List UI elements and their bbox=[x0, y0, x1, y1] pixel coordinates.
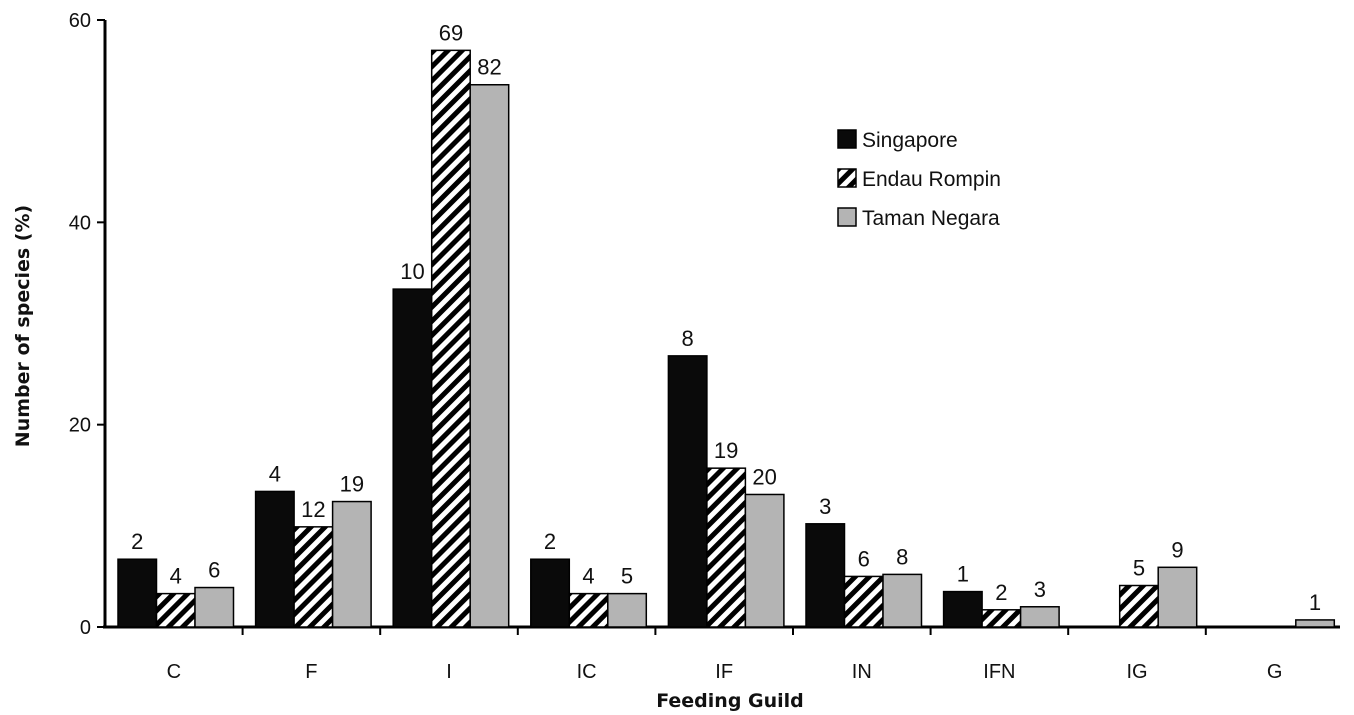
bar-taman-negara-g bbox=[1296, 620, 1335, 627]
data-label-singapore-c: 2 bbox=[131, 529, 143, 554]
bar-taman-negara-ig bbox=[1158, 567, 1197, 627]
bar-taman-negara-if bbox=[745, 494, 784, 627]
x-tick-label: IC bbox=[577, 661, 597, 683]
bar-endau-rompin-f bbox=[294, 527, 333, 627]
data-label-taman-negara-ic: 5 bbox=[621, 564, 633, 589]
bars-group bbox=[118, 50, 1334, 627]
bar-taman-negara-ifn bbox=[1021, 607, 1060, 627]
legend-swatch-endau-rompin bbox=[838, 169, 856, 187]
bar-taman-negara-f bbox=[333, 502, 372, 627]
y-tick-label: 60 bbox=[69, 10, 91, 32]
y-axis-title: Number of species (%) bbox=[12, 205, 34, 447]
data-label-singapore-ic: 2 bbox=[544, 529, 556, 554]
bar-singapore-in bbox=[806, 524, 845, 627]
data-label-endau-rompin-i: 69 bbox=[439, 20, 463, 45]
bar-singapore-if bbox=[668, 356, 707, 627]
y-tick-label: 0 bbox=[80, 617, 91, 639]
data-label-taman-negara-if: 20 bbox=[752, 464, 776, 489]
bar-endau-rompin-ic bbox=[569, 594, 608, 627]
x-axis-title: Feeding Guild bbox=[656, 690, 804, 712]
bar-singapore-f bbox=[256, 491, 295, 627]
bar-endau-rompin-if bbox=[707, 468, 746, 627]
data-label-taman-negara-ig: 9 bbox=[1171, 537, 1183, 562]
x-tick-label: C bbox=[167, 661, 181, 683]
x-tick-label: IG bbox=[1126, 661, 1147, 683]
x-tick-label: IN bbox=[852, 661, 872, 683]
data-label-singapore-if: 8 bbox=[682, 326, 694, 351]
bar-taman-negara-ic bbox=[608, 594, 647, 627]
bar-taman-negara-c bbox=[195, 588, 234, 627]
bar-endau-rompin-ig bbox=[1120, 586, 1159, 627]
y-tick-label: 20 bbox=[69, 415, 91, 437]
data-label-endau-rompin-ic: 4 bbox=[582, 564, 594, 589]
x-tick-label: G bbox=[1267, 661, 1283, 683]
legend-label-singapore: Singapore bbox=[862, 129, 958, 152]
data-label-singapore-ifn: 1 bbox=[957, 562, 969, 587]
bar-taman-negara-i bbox=[470, 85, 509, 627]
data-label-singapore-i: 10 bbox=[400, 259, 424, 284]
legend-swatch-singapore bbox=[838, 130, 856, 148]
data-label-endau-rompin-c: 4 bbox=[170, 564, 182, 589]
bar-singapore-ifn bbox=[944, 592, 983, 627]
data-label-taman-negara-ifn: 3 bbox=[1034, 577, 1046, 602]
data-label-taman-negara-i: 82 bbox=[477, 55, 501, 80]
bar-endau-rompin-c bbox=[157, 594, 196, 627]
legend-label-endau-rompin: Endau Rompin bbox=[862, 168, 1001, 191]
bar-endau-rompin-ifn bbox=[982, 610, 1021, 627]
bar-singapore-ic bbox=[531, 559, 570, 627]
x-tick-label: F bbox=[305, 661, 317, 683]
bar-taman-negara-in bbox=[883, 574, 922, 627]
x-tick-label: I bbox=[446, 661, 452, 683]
data-label-endau-rompin-if: 19 bbox=[714, 438, 738, 463]
data-label-endau-rompin-in: 6 bbox=[858, 546, 870, 571]
data-label-taman-negara-in: 8 bbox=[896, 544, 908, 569]
data-label-taman-negara-f: 19 bbox=[340, 472, 364, 497]
bar-endau-rompin-in bbox=[845, 576, 884, 627]
data-label-taman-negara-g: 1 bbox=[1309, 590, 1321, 615]
bar-singapore-i bbox=[393, 289, 432, 627]
bar-endau-rompin-i bbox=[432, 50, 471, 627]
data-label-singapore-f: 4 bbox=[269, 461, 281, 486]
legend: Singapore Endau Rompin Taman Negara bbox=[838, 129, 1001, 230]
x-tick-label: IFN bbox=[983, 661, 1015, 683]
bar-singapore-c bbox=[118, 559, 157, 627]
x-tick-label: IF bbox=[715, 661, 733, 683]
data-label-endau-rompin-ig: 5 bbox=[1133, 556, 1145, 581]
data-label-endau-rompin-f: 12 bbox=[301, 497, 325, 522]
data-label-singapore-in: 3 bbox=[819, 494, 831, 519]
legend-label-taman-negara: Taman Negara bbox=[862, 207, 1000, 230]
data-label-endau-rompin-ifn: 2 bbox=[995, 580, 1007, 605]
legend-swatch-taman-negara bbox=[838, 208, 856, 226]
y-tick-label: 40 bbox=[69, 212, 91, 234]
data-label-taman-negara-c: 6 bbox=[208, 558, 220, 583]
